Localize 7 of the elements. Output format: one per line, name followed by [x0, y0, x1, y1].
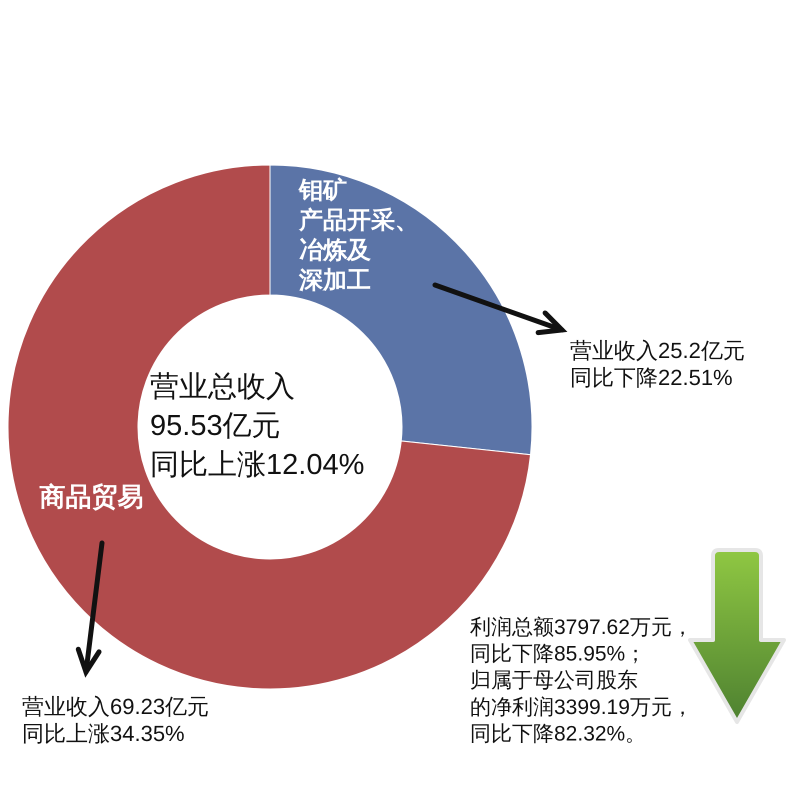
slice-label: 商品贸易: [38, 482, 144, 512]
slice-label: 钼矿产品开采、冶炼及深加工: [298, 177, 420, 294]
text: 利润总额3797.62万元，同比下降85.95%；归属于母公司股东的净利润3399.19万元，同比下降82.32%。: [470, 616, 693, 746]
data-label: 营业收入69.23亿元同比上涨34.35%: [22, 694, 210, 746]
text: 营业总收入95.53亿元同比上涨12.04%: [150, 371, 364, 481]
donut-slice: [8, 164, 532, 690]
data-label: 营业收入25.2亿元同比下降22.51%: [570, 338, 745, 390]
